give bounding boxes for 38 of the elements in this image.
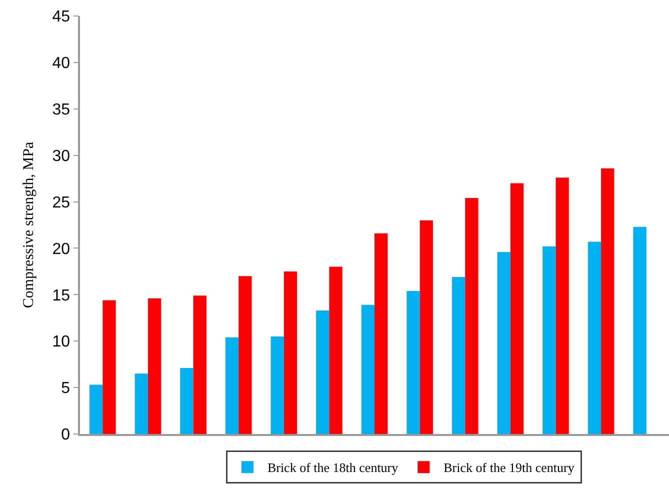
bar xyxy=(361,304,374,434)
bar xyxy=(238,276,252,434)
bar xyxy=(270,336,284,434)
bar xyxy=(510,183,524,434)
legend-label: Brick of the 18th century xyxy=(267,460,399,476)
bar xyxy=(148,298,162,434)
y-tick-label: 35 xyxy=(52,101,70,118)
y-axis-title: Compressive strength, MPa xyxy=(21,142,38,308)
bar xyxy=(633,226,646,434)
bar xyxy=(601,168,614,434)
bar xyxy=(193,296,206,434)
y-tick-label: 10 xyxy=(52,334,70,351)
y-tick-label: 30 xyxy=(52,148,70,165)
bar xyxy=(225,337,239,434)
bar xyxy=(284,271,298,434)
bar xyxy=(556,178,569,434)
bar xyxy=(90,384,103,434)
bar xyxy=(316,310,330,434)
bar xyxy=(465,198,478,434)
bar xyxy=(588,242,602,434)
y-tick-label: 40 xyxy=(52,55,70,72)
y-tick-label: 45 xyxy=(52,8,70,26)
y-tick-label: 20 xyxy=(52,240,70,258)
bar xyxy=(452,277,466,434)
bar xyxy=(497,252,510,434)
bar xyxy=(542,246,556,434)
bar xyxy=(374,233,388,434)
y-tick-label: 5 xyxy=(61,380,70,398)
y-tick-label: 25 xyxy=(52,194,70,212)
legend-label: Brick of the 19th century xyxy=(444,460,575,476)
bar xyxy=(180,368,194,434)
bar xyxy=(134,374,148,434)
y-tick-label: 15 xyxy=(52,287,70,304)
bar xyxy=(406,290,420,434)
bar xyxy=(329,266,342,434)
bar xyxy=(420,220,433,434)
y-tick-label: 0 xyxy=(61,426,70,444)
bar xyxy=(102,300,116,434)
